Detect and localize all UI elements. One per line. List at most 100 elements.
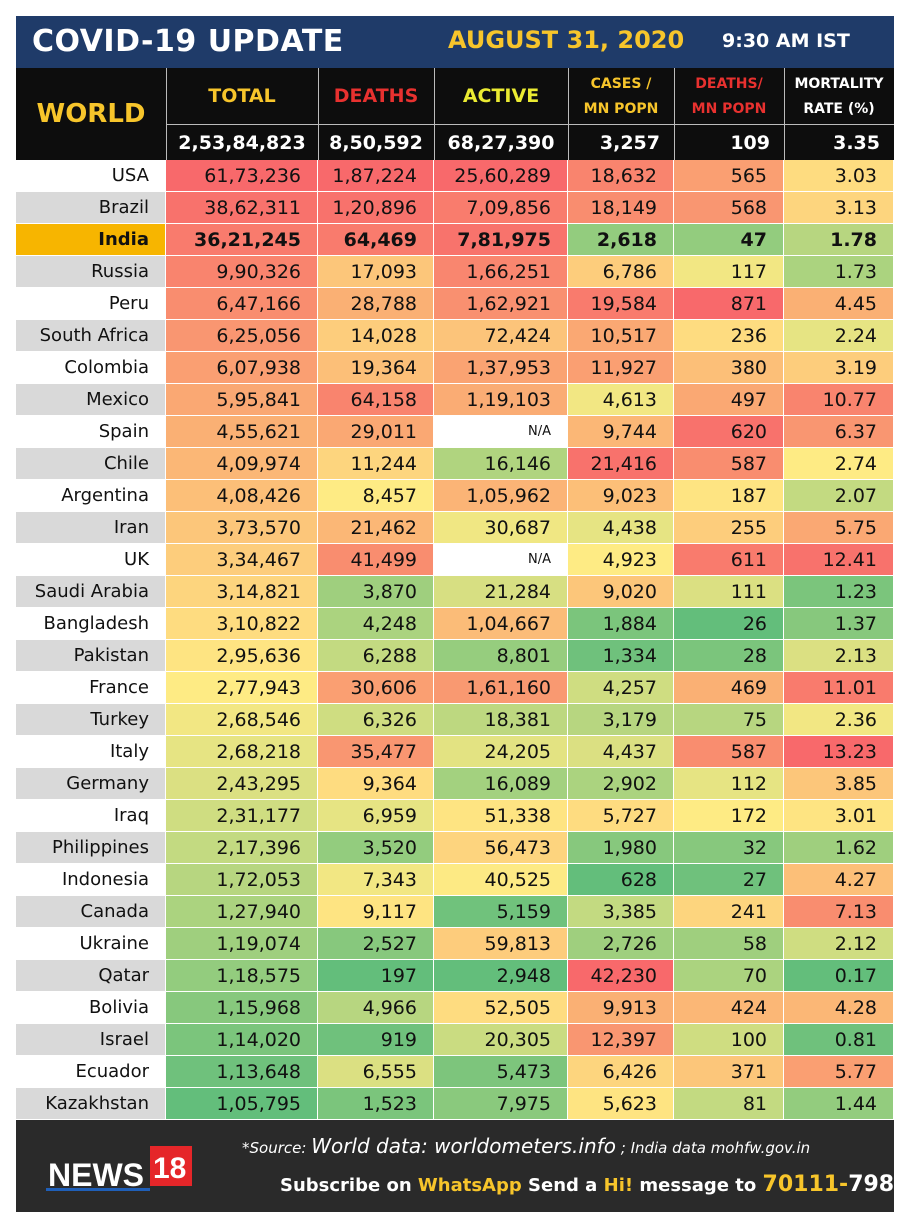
cases-per-mn-cell: 1,334 — [568, 640, 674, 671]
country-label: Philippines — [16, 832, 166, 863]
cases-per-mn-cell: 12,397 — [568, 1024, 674, 1055]
deaths-cell: 17,093 — [318, 256, 434, 287]
country-label: Italy — [16, 736, 166, 767]
total-cell: 6,47,166 — [166, 288, 318, 319]
deaths-cell: 64,469 — [318, 224, 434, 255]
mortality-cell: 4.28 — [784, 992, 894, 1023]
country-label: Saudi Arabia — [16, 576, 166, 607]
cases-per-mn-cell: 628 — [568, 864, 674, 895]
deaths-per-mn-cell: 112 — [674, 768, 784, 799]
total-cell: 3,34,467 — [166, 544, 318, 575]
deaths-cell: 14,028 — [318, 320, 434, 351]
table-row: Israel 1,14,020 919 20,305 12,397 100 0.81 — [16, 1024, 894, 1056]
infographic: COVID-19 UPDATE AUGUST 31, 2020 9:30 AM … — [16, 16, 914, 1212]
mortality-cell: 4.45 — [784, 288, 894, 319]
deaths-per-mn-cell: 27 — [674, 864, 784, 895]
deaths-cell: 6,555 — [318, 1056, 434, 1087]
total-cell: 3,10,822 — [166, 608, 318, 639]
country-label: Peru — [16, 288, 166, 319]
total-cell: 4,55,621 — [166, 416, 318, 447]
total-cell: 4,08,426 — [166, 480, 318, 511]
total-cell: 2,17,396 — [166, 832, 318, 863]
table-row: Iraq 2,31,177 6,959 51,338 5,727 172 3.01 — [16, 800, 894, 832]
header-divider — [674, 68, 675, 160]
table-row: Pakistan 2,95,636 6,288 8,801 1,334 28 2.13 — [16, 640, 894, 672]
mortality-cell: 3.85 — [784, 768, 894, 799]
header-divider — [166, 68, 167, 160]
mortality-cell: 2.07 — [784, 480, 894, 511]
phone-suffix: 79888 — [848, 1172, 914, 1197]
cases-per-mn-cell: 18,632 — [568, 160, 674, 191]
deaths-per-mn-cell: 241 — [674, 896, 784, 927]
deaths-per-mn-cell: 380 — [674, 352, 784, 383]
deaths-cell: 9,364 — [318, 768, 434, 799]
deaths-per-mn-cell: 47 — [674, 224, 784, 255]
world-mortality: 3.35 — [833, 132, 880, 154]
message-to-label: message to — [639, 1175, 757, 1196]
mortality-cell: 3.01 — [784, 800, 894, 831]
active-cell: 1,61,160 — [434, 672, 568, 703]
active-cell: 56,473 — [434, 832, 568, 863]
deaths-cell: 19,364 — [318, 352, 434, 383]
header-divider — [784, 68, 785, 160]
total-cell: 2,43,295 — [166, 768, 318, 799]
update-time: 9:30 AM IST — [722, 30, 850, 52]
deaths-cell: 197 — [318, 960, 434, 991]
total-cell: 3,73,570 — [166, 512, 318, 543]
country-label: Chile — [16, 448, 166, 479]
total-cell: 1,13,648 — [166, 1056, 318, 1087]
country-label: France — [16, 672, 166, 703]
deaths-cell: 3,520 — [318, 832, 434, 863]
table-row: Bangladesh 3,10,822 4,248 1,04,667 1,884 26 1.… — [16, 608, 894, 640]
subscribe-prefix: Subscribe on — [280, 1175, 412, 1196]
active-cell: 16,146 — [434, 448, 568, 479]
active-cell: 52,505 — [434, 992, 568, 1023]
total-cell: 5,95,841 — [166, 384, 318, 415]
source-india: India data mohfw.gov.in — [630, 1139, 811, 1157]
country-label: Spain — [16, 416, 166, 447]
mortality-cell: 1.78 — [784, 224, 894, 255]
deaths-per-mn-header-line1: DEATHS/ — [695, 76, 763, 92]
country-label: South Africa — [16, 320, 166, 351]
mortality-cell: 5.77 — [784, 1056, 894, 1087]
deaths-per-mn-cell: 497 — [674, 384, 784, 415]
world-active: 68,27,390 — [447, 132, 555, 154]
total-cell: 2,68,546 — [166, 704, 318, 735]
country-label: Germany — [16, 768, 166, 799]
mortality-header-line1: MORTALITY — [794, 76, 884, 92]
mortality-cell: 13.23 — [784, 736, 894, 767]
total-cell: 61,73,236 — [166, 160, 318, 191]
deaths-cell: 4,248 — [318, 608, 434, 639]
cases-per-mn-cell: 10,517 — [568, 320, 674, 351]
table-row: Qatar 1,18,575 197 2,948 42,230 70 0.17 — [16, 960, 894, 992]
world-total: 2,53,84,823 — [178, 132, 306, 154]
table-row: Germany 2,43,295 9,364 16,089 2,902 112 3.85 — [16, 768, 894, 800]
deaths-per-mn-cell: 611 — [674, 544, 784, 575]
active-cell: 7,81,975 — [434, 224, 568, 255]
deaths-per-mn-cell: 871 — [674, 288, 784, 319]
cases-per-mn-cell: 21,416 — [568, 448, 674, 479]
mortality-cell: 6.37 — [784, 416, 894, 447]
mortality-cell: 0.17 — [784, 960, 894, 991]
world-cases-per-mn: 3,257 — [599, 132, 660, 154]
country-label: India — [16, 224, 166, 255]
active-cell: 16,089 — [434, 768, 568, 799]
country-label: Pakistan — [16, 640, 166, 671]
deaths-cell: 30,606 — [318, 672, 434, 703]
country-label: Iran — [16, 512, 166, 543]
logo-text: NEWS — [48, 1157, 144, 1192]
deaths-cell: 35,477 — [318, 736, 434, 767]
deaths-per-mn-cell: 28 — [674, 640, 784, 671]
cases-per-mn-cell: 18,149 — [568, 192, 674, 223]
source-world: World data: worldometers.info — [311, 1134, 616, 1158]
active-cell: 21,284 — [434, 576, 568, 607]
table-row: Peru 6,47,166 28,788 1,62,921 19,584 871 4.45 — [16, 288, 894, 320]
table-row: Russia 9,90,326 17,093 1,66,251 6,786 117 1.73 — [16, 256, 894, 288]
table-row: Saudi Arabia 3,14,821 3,870 21,284 9,020 111 1… — [16, 576, 894, 608]
total-cell: 6,07,938 — [166, 352, 318, 383]
country-label: Bolivia — [16, 992, 166, 1023]
header-divider — [318, 68, 319, 160]
cases-per-mn-cell: 4,438 — [568, 512, 674, 543]
deaths-per-mn-cell: 26 — [674, 608, 784, 639]
active-cell: 30,687 — [434, 512, 568, 543]
